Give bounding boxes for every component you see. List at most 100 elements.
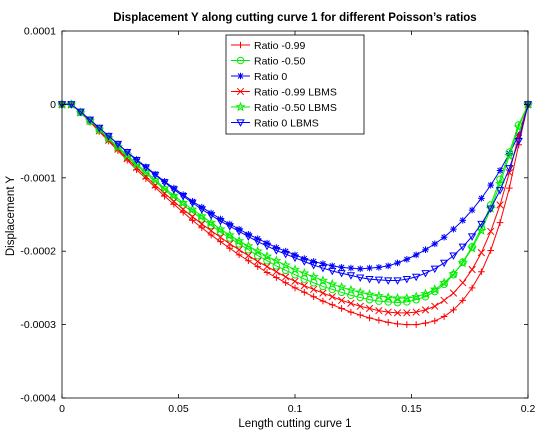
data-point — [384, 319, 392, 326]
data-point — [113, 140, 123, 149]
data-point — [169, 186, 178, 194]
data-point — [431, 302, 439, 310]
data-point — [225, 223, 234, 231]
data-point — [235, 251, 243, 259]
data-point — [401, 292, 412, 303]
data-point — [85, 116, 95, 125]
data-point — [310, 293, 317, 301]
legend-entry: Ratio 0 — [231, 71, 287, 83]
data-point — [449, 252, 458, 260]
data-point — [375, 316, 383, 324]
data-point — [496, 219, 504, 226]
data-point — [170, 184, 178, 192]
series-1 — [58, 101, 532, 328]
data-point — [440, 296, 448, 305]
data-point — [189, 217, 196, 224]
data-point — [309, 278, 318, 287]
data-point — [412, 251, 420, 259]
data-point — [161, 192, 168, 200]
data-point — [198, 224, 206, 232]
data-point — [261, 251, 273, 261]
data-point — [384, 262, 392, 270]
data-point — [245, 257, 252, 265]
data-point — [364, 289, 375, 299]
data-point — [365, 275, 374, 284]
legend-marker — [235, 101, 246, 112]
chart-title: Displacement Y along cutting curve 1 for… — [113, 12, 476, 24]
data-point — [187, 204, 198, 214]
data-point — [226, 244, 234, 252]
series-line — [62, 103, 529, 282]
data-point — [450, 306, 457, 314]
data-point — [67, 101, 76, 109]
data-point — [234, 235, 245, 246]
x-tick-label: 0 — [59, 403, 65, 415]
data-point — [384, 308, 392, 316]
data-point — [318, 264, 328, 273]
data-point — [440, 313, 448, 320]
data-point — [196, 210, 207, 221]
legend-marker — [236, 56, 245, 65]
data-point — [337, 270, 346, 278]
y-axis-label: Displacement Y — [5, 176, 17, 257]
data-point — [188, 199, 197, 208]
legend-marker — [236, 87, 245, 96]
data-point — [263, 269, 271, 276]
data-point — [431, 317, 439, 325]
data-point — [291, 284, 299, 292]
y-tick-label: -0.0001 — [20, 172, 56, 184]
data-point — [299, 267, 310, 278]
data-point — [206, 212, 216, 220]
data-point — [513, 121, 524, 132]
data-point — [477, 249, 486, 257]
legend-marker — [236, 119, 245, 127]
data-point — [392, 292, 403, 303]
data-point — [244, 233, 253, 241]
data-point — [496, 201, 504, 209]
data-point — [328, 301, 336, 309]
data-point — [439, 259, 449, 268]
data-point — [337, 296, 346, 305]
data-point — [495, 187, 505, 195]
data-point — [421, 270, 430, 278]
y-tick-label: -0.0002 — [20, 246, 56, 258]
legend-label: Ratio -0.50 — [254, 56, 306, 68]
data-point — [215, 223, 226, 234]
data-point — [179, 205, 187, 214]
data-point — [347, 264, 355, 272]
data-point — [431, 287, 439, 296]
series-line — [62, 103, 529, 299]
data-point — [319, 289, 327, 297]
data-point — [394, 320, 401, 328]
data-point — [450, 225, 457, 233]
legend-label: Ratio -0.99 — [254, 40, 306, 52]
x-tick-label: 0.1 — [288, 403, 303, 415]
data-point — [477, 220, 486, 229]
data-point — [328, 267, 337, 276]
legend-entry: Ratio -0.50 LBMS — [231, 101, 337, 114]
data-point — [262, 242, 272, 251]
x-axis-label: Length cutting curve 1 — [238, 418, 351, 430]
data-point — [458, 243, 467, 252]
data-point — [487, 247, 495, 254]
data-point — [459, 217, 467, 224]
x-tick-label: 0.05 — [168, 403, 189, 415]
data-point — [234, 228, 244, 236]
data-point — [449, 289, 458, 297]
data-point — [431, 240, 439, 248]
data-point — [486, 205, 495, 213]
data-point — [403, 255, 411, 263]
data-point — [319, 260, 327, 267]
data-point — [226, 240, 234, 248]
data-point — [159, 182, 170, 193]
data-point — [140, 166, 151, 177]
data-point — [243, 240, 254, 251]
data-point — [309, 285, 318, 294]
data-point — [104, 132, 113, 141]
data-point — [253, 238, 262, 246]
data-point — [271, 255, 282, 266]
x-tick-label: 0.2 — [521, 403, 536, 415]
data-point — [273, 274, 280, 281]
legend-label: Ratio 0 LBMS — [254, 118, 319, 130]
